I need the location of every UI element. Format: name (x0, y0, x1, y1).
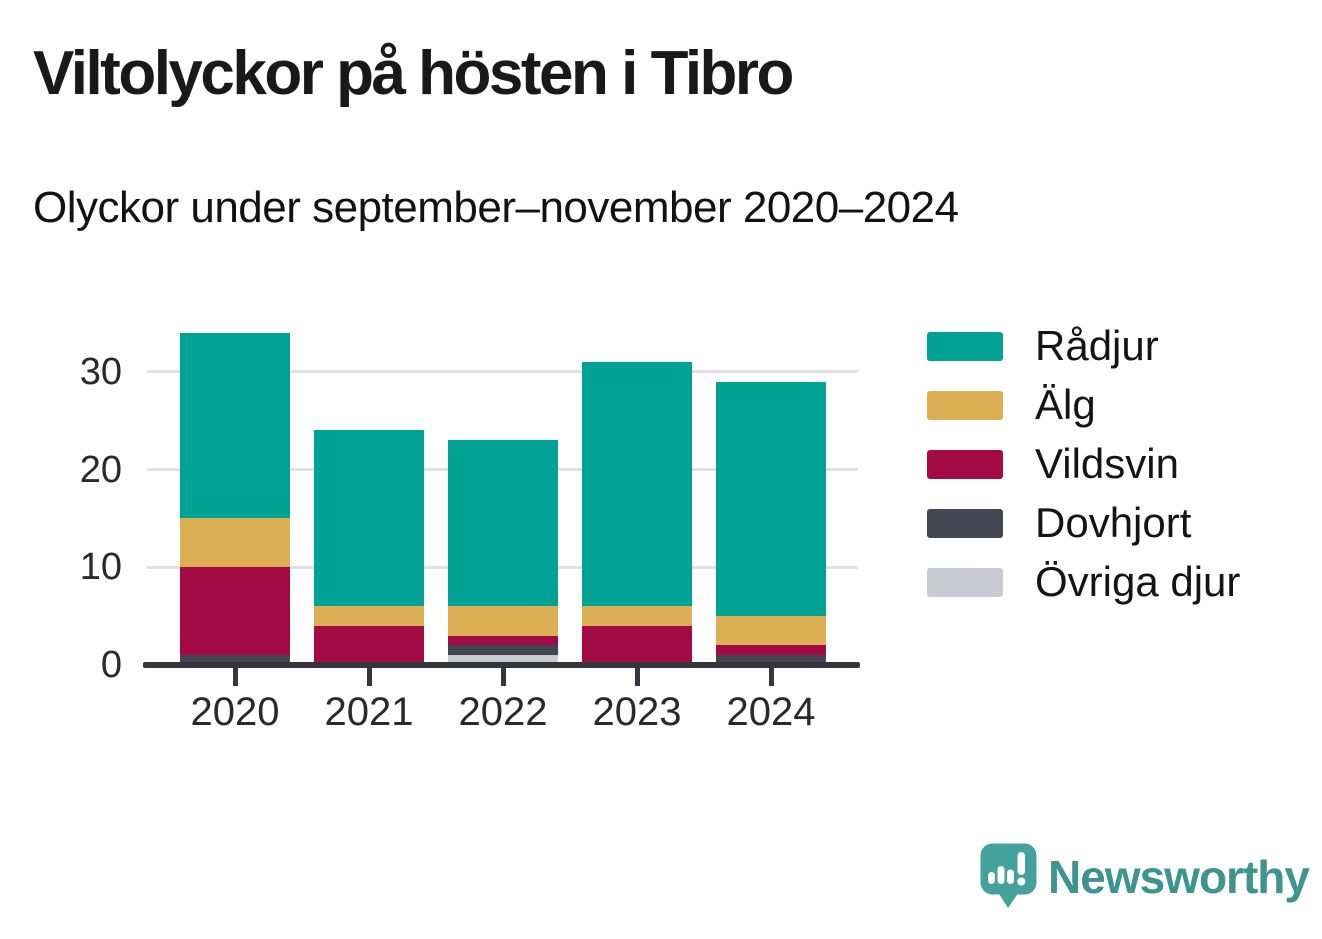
legend-label: Vildsvin (1035, 440, 1179, 487)
bar-segment (716, 381, 826, 617)
legend-swatch (927, 508, 1003, 538)
x-axis-label: 2023 (592, 690, 682, 734)
x-axis-tick (634, 667, 640, 686)
legend-swatch (927, 390, 1003, 420)
legend-item: Älg (927, 381, 1240, 428)
y-axis-label: 10 (79, 546, 122, 589)
x-axis-tick (366, 667, 372, 686)
legend-item: Vildsvin (927, 440, 1240, 487)
x-axis-label: 2021 (324, 690, 414, 734)
y-axis-label: 20 (79, 448, 122, 491)
legend-item: Rådjur (927, 322, 1240, 369)
newsworthy-wordmark: Newsworthy (1048, 850, 1310, 903)
y-axis-label: 0 (100, 644, 122, 686)
x-axis-tick (500, 667, 506, 686)
bar-segment (180, 655, 290, 665)
bar-segment (582, 606, 692, 626)
y-axis-label: 30 (79, 350, 122, 393)
bar-segment (716, 645, 826, 656)
bar-segment (448, 606, 558, 636)
legend-item: Dovhjort (927, 499, 1240, 546)
bar-segment (180, 518, 290, 568)
bar-segment (716, 655, 826, 665)
legend-swatch (927, 567, 1003, 597)
legend-label: Älg (1035, 381, 1096, 428)
bar-segment (180, 567, 290, 656)
legend-label: Övriga djur (1035, 558, 1241, 605)
newsworthy-logo-icon (980, 843, 1037, 908)
chart-subtitle: Olyckor under september–november 2020–20… (33, 183, 959, 232)
legend-swatch (927, 331, 1003, 361)
bar-segment (448, 645, 558, 656)
bar-segment (314, 430, 424, 607)
legend: Rådjur Älg Vildsvin Dovhjort Övriga djur (927, 322, 1240, 626)
x-axis-tick (768, 667, 774, 686)
bar-segment (448, 655, 558, 665)
x-axis-label: 2022 (458, 690, 548, 734)
bar-segment (582, 362, 692, 607)
legend-swatch (927, 449, 1003, 479)
bar-segment (314, 625, 424, 665)
x-axis-label: 2020 (190, 690, 280, 734)
x-axis-label: 2024 (726, 690, 816, 734)
bar-segment (180, 332, 290, 519)
legend-item: Övriga djur (927, 558, 1240, 605)
bar-segment (716, 616, 826, 646)
bar-segment (448, 635, 558, 646)
x-axis-line (143, 662, 860, 668)
newsworthy-branding: Newsworthy (980, 843, 1310, 910)
y-gridline (147, 370, 858, 374)
chart-title: Viltolyckor på hösten i Tibro (33, 39, 794, 108)
bar-segment (448, 440, 558, 607)
bar-segment (314, 606, 424, 626)
legend-label: Dovhjort (1035, 499, 1192, 546)
bar-segment (582, 625, 692, 665)
x-axis-tick (232, 667, 238, 686)
legend-label: Rådjur (1035, 322, 1159, 369)
